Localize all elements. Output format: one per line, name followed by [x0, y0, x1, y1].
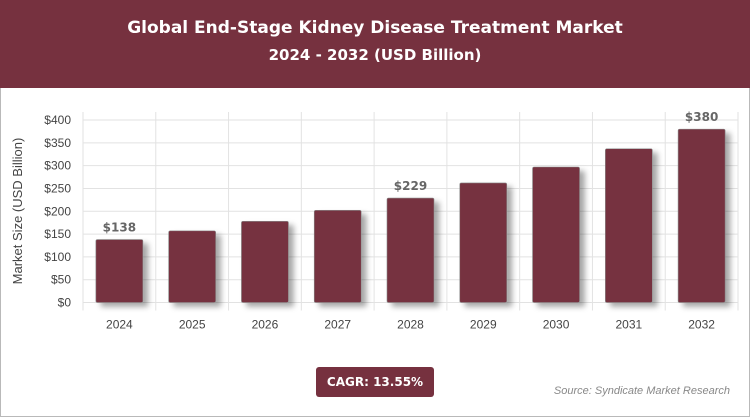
x-tick-label: 2030: [543, 318, 570, 332]
y-tick-label: $150: [44, 227, 71, 241]
bar-2030: [532, 166, 580, 303]
y-tick-label: $100: [44, 250, 71, 264]
chart-title: Global End-Stage Kidney Disease Treatmen…: [127, 18, 623, 38]
data-label: $229: [394, 179, 427, 193]
bar-2029: [459, 182, 508, 303]
chart-header: Global End-Stage Kidney Disease Treatmen…: [0, 0, 750, 88]
chart-subtitle: 2024 - 2032 (USD Billion): [268, 46, 482, 64]
bar-2026: [241, 220, 289, 303]
y-tick-label: $300: [44, 159, 71, 173]
y-tick-label: $50: [51, 273, 71, 287]
source-note: Source: Syndicate Market Research: [553, 385, 730, 397]
y-tick-label: $200: [44, 204, 71, 218]
x-tick-label: 2032: [688, 318, 715, 332]
data-label: $138: [103, 221, 136, 235]
y-tick-label: $350: [44, 136, 71, 150]
bar-2025: [168, 230, 216, 303]
y-tick-label: $400: [44, 113, 71, 127]
bar-2031: [605, 148, 653, 303]
bar-2032: [677, 128, 726, 303]
x-tick-label: 2028: [397, 318, 424, 332]
bar-2027: [313, 210, 362, 303]
x-tick-label: 2029: [470, 318, 497, 332]
y-tick-label: $250: [44, 181, 71, 195]
bar-2028: [386, 197, 435, 303]
x-tick-label: 2024: [106, 318, 133, 332]
y-tick-label: $0: [58, 296, 72, 310]
x-tick-label: 2026: [252, 318, 279, 332]
data-label: $380: [685, 110, 718, 124]
x-tick-label: 2025: [179, 318, 206, 332]
bar-2024: [95, 239, 144, 303]
x-tick-label: 2027: [324, 318, 351, 332]
cagr-badge: CAGR: 13.55%: [316, 367, 434, 397]
x-tick-label: 2031: [615, 318, 642, 332]
y-axis-label: Market Size (USD Billion): [10, 138, 25, 285]
